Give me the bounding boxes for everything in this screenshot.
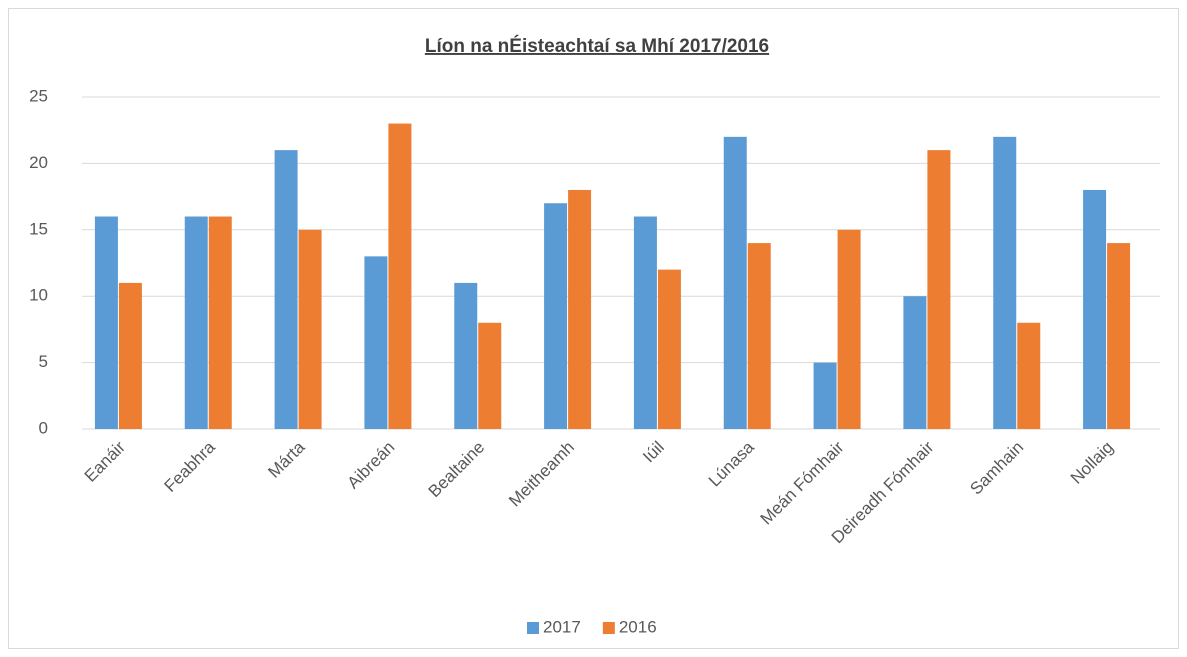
y-tick-label: 5 [39,352,48,371]
bar [388,123,412,429]
bar [94,216,118,429]
bar [1083,189,1107,429]
bar [723,136,747,429]
bar [568,189,592,429]
bar [364,256,388,429]
bar [298,229,322,429]
legend-swatch [527,622,539,634]
y-tick-label: 20 [29,153,48,172]
bar [633,216,657,429]
chart-title: Líon na nÉisteachtaí sa Mhí 2017/2016 [425,35,769,57]
bar [208,216,232,429]
legend-swatch [602,622,615,634]
bar [927,150,951,429]
y-tick-label: 15 [29,219,48,238]
bar [993,136,1017,429]
bar [1017,322,1041,429]
bar [184,216,208,429]
bar [454,282,478,429]
legend-label: 2016 [619,617,657,636]
y-tick-label: 0 [39,418,48,437]
bar [274,150,298,429]
bar [813,362,837,429]
bar [118,282,142,429]
bar [903,296,927,429]
bar [1107,243,1131,429]
y-tick-label: 25 [29,86,48,105]
legend-label: 2017 [543,617,581,636]
bar [837,229,861,429]
y-tick-label: 10 [29,286,48,305]
bar [478,322,502,429]
bar [544,203,568,429]
bar [747,243,771,429]
bar [657,269,681,429]
